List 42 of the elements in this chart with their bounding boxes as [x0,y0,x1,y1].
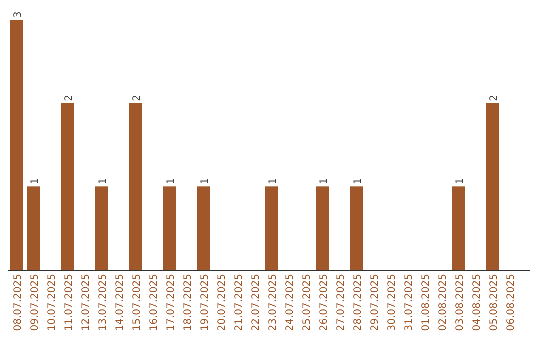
x-tick-label: 05.08.2025 [489,274,500,332]
x-tick-label: 11.07.2025 [64,274,75,332]
data-label: 1 [455,178,466,185]
x-tick-label: 10.07.2025 [47,274,58,332]
data-label: 2 [489,94,500,102]
x-tick-label: 04.08.2025 [472,274,483,332]
x-tick-label: 21.07.2025 [234,274,245,332]
x-tick-label: 27.07.2025 [336,274,347,332]
x-tick-label: 19.07.2025 [200,274,211,332]
x-tick-label: 23.07.2025 [268,274,279,332]
x-tick-label: 09.07.2025 [30,274,41,332]
data-label: 2 [64,94,75,102]
data-label: 1 [98,178,109,185]
x-tick-label: 16.07.2025 [149,274,160,332]
x-tick-label: 20.07.2025 [217,274,228,332]
data-label: 1 [30,178,41,185]
x-tick-label: 12.07.2025 [81,274,92,332]
x-tick-label: 01.08.2025 [421,274,432,332]
data-label: 1 [200,178,211,185]
x-tick-label: 28.07.2025 [353,274,364,332]
x-tick-label: 18.07.2025 [183,274,194,332]
x-tick-label: 03.08.2025 [455,274,466,332]
x-tick-label: 02.08.2025 [438,274,449,332]
x-tick-label: 15.07.2025 [132,274,143,332]
data-label: 1 [353,178,364,185]
x-tick-label: 22.07.2025 [251,274,262,332]
x-tick-label: 13.07.2025 [98,274,109,332]
data-label: 2 [132,94,143,102]
x-tick-label: 30.07.2025 [387,274,398,332]
data-label: 1 [319,178,330,185]
x-tick-label: 25.07.2025 [302,274,313,332]
x-tick-label: 06.08.2025 [506,274,517,332]
x-tick-label: 08.07.2025 [13,274,24,332]
x-tick-label: 24.07.2025 [285,274,296,332]
data-label: 3 [13,12,24,18]
x-tick-label: 31.07.2025 [404,274,415,332]
x-tick-label: 26.07.2025 [319,274,330,332]
x-tick-label: 14.07.2025 [115,274,126,332]
data-label: 1 [166,178,177,185]
x-tick-label: 29.07.2025 [370,274,381,332]
x-tick-label: 17.07.2025 [166,274,177,332]
data-label: 1 [268,178,279,185]
